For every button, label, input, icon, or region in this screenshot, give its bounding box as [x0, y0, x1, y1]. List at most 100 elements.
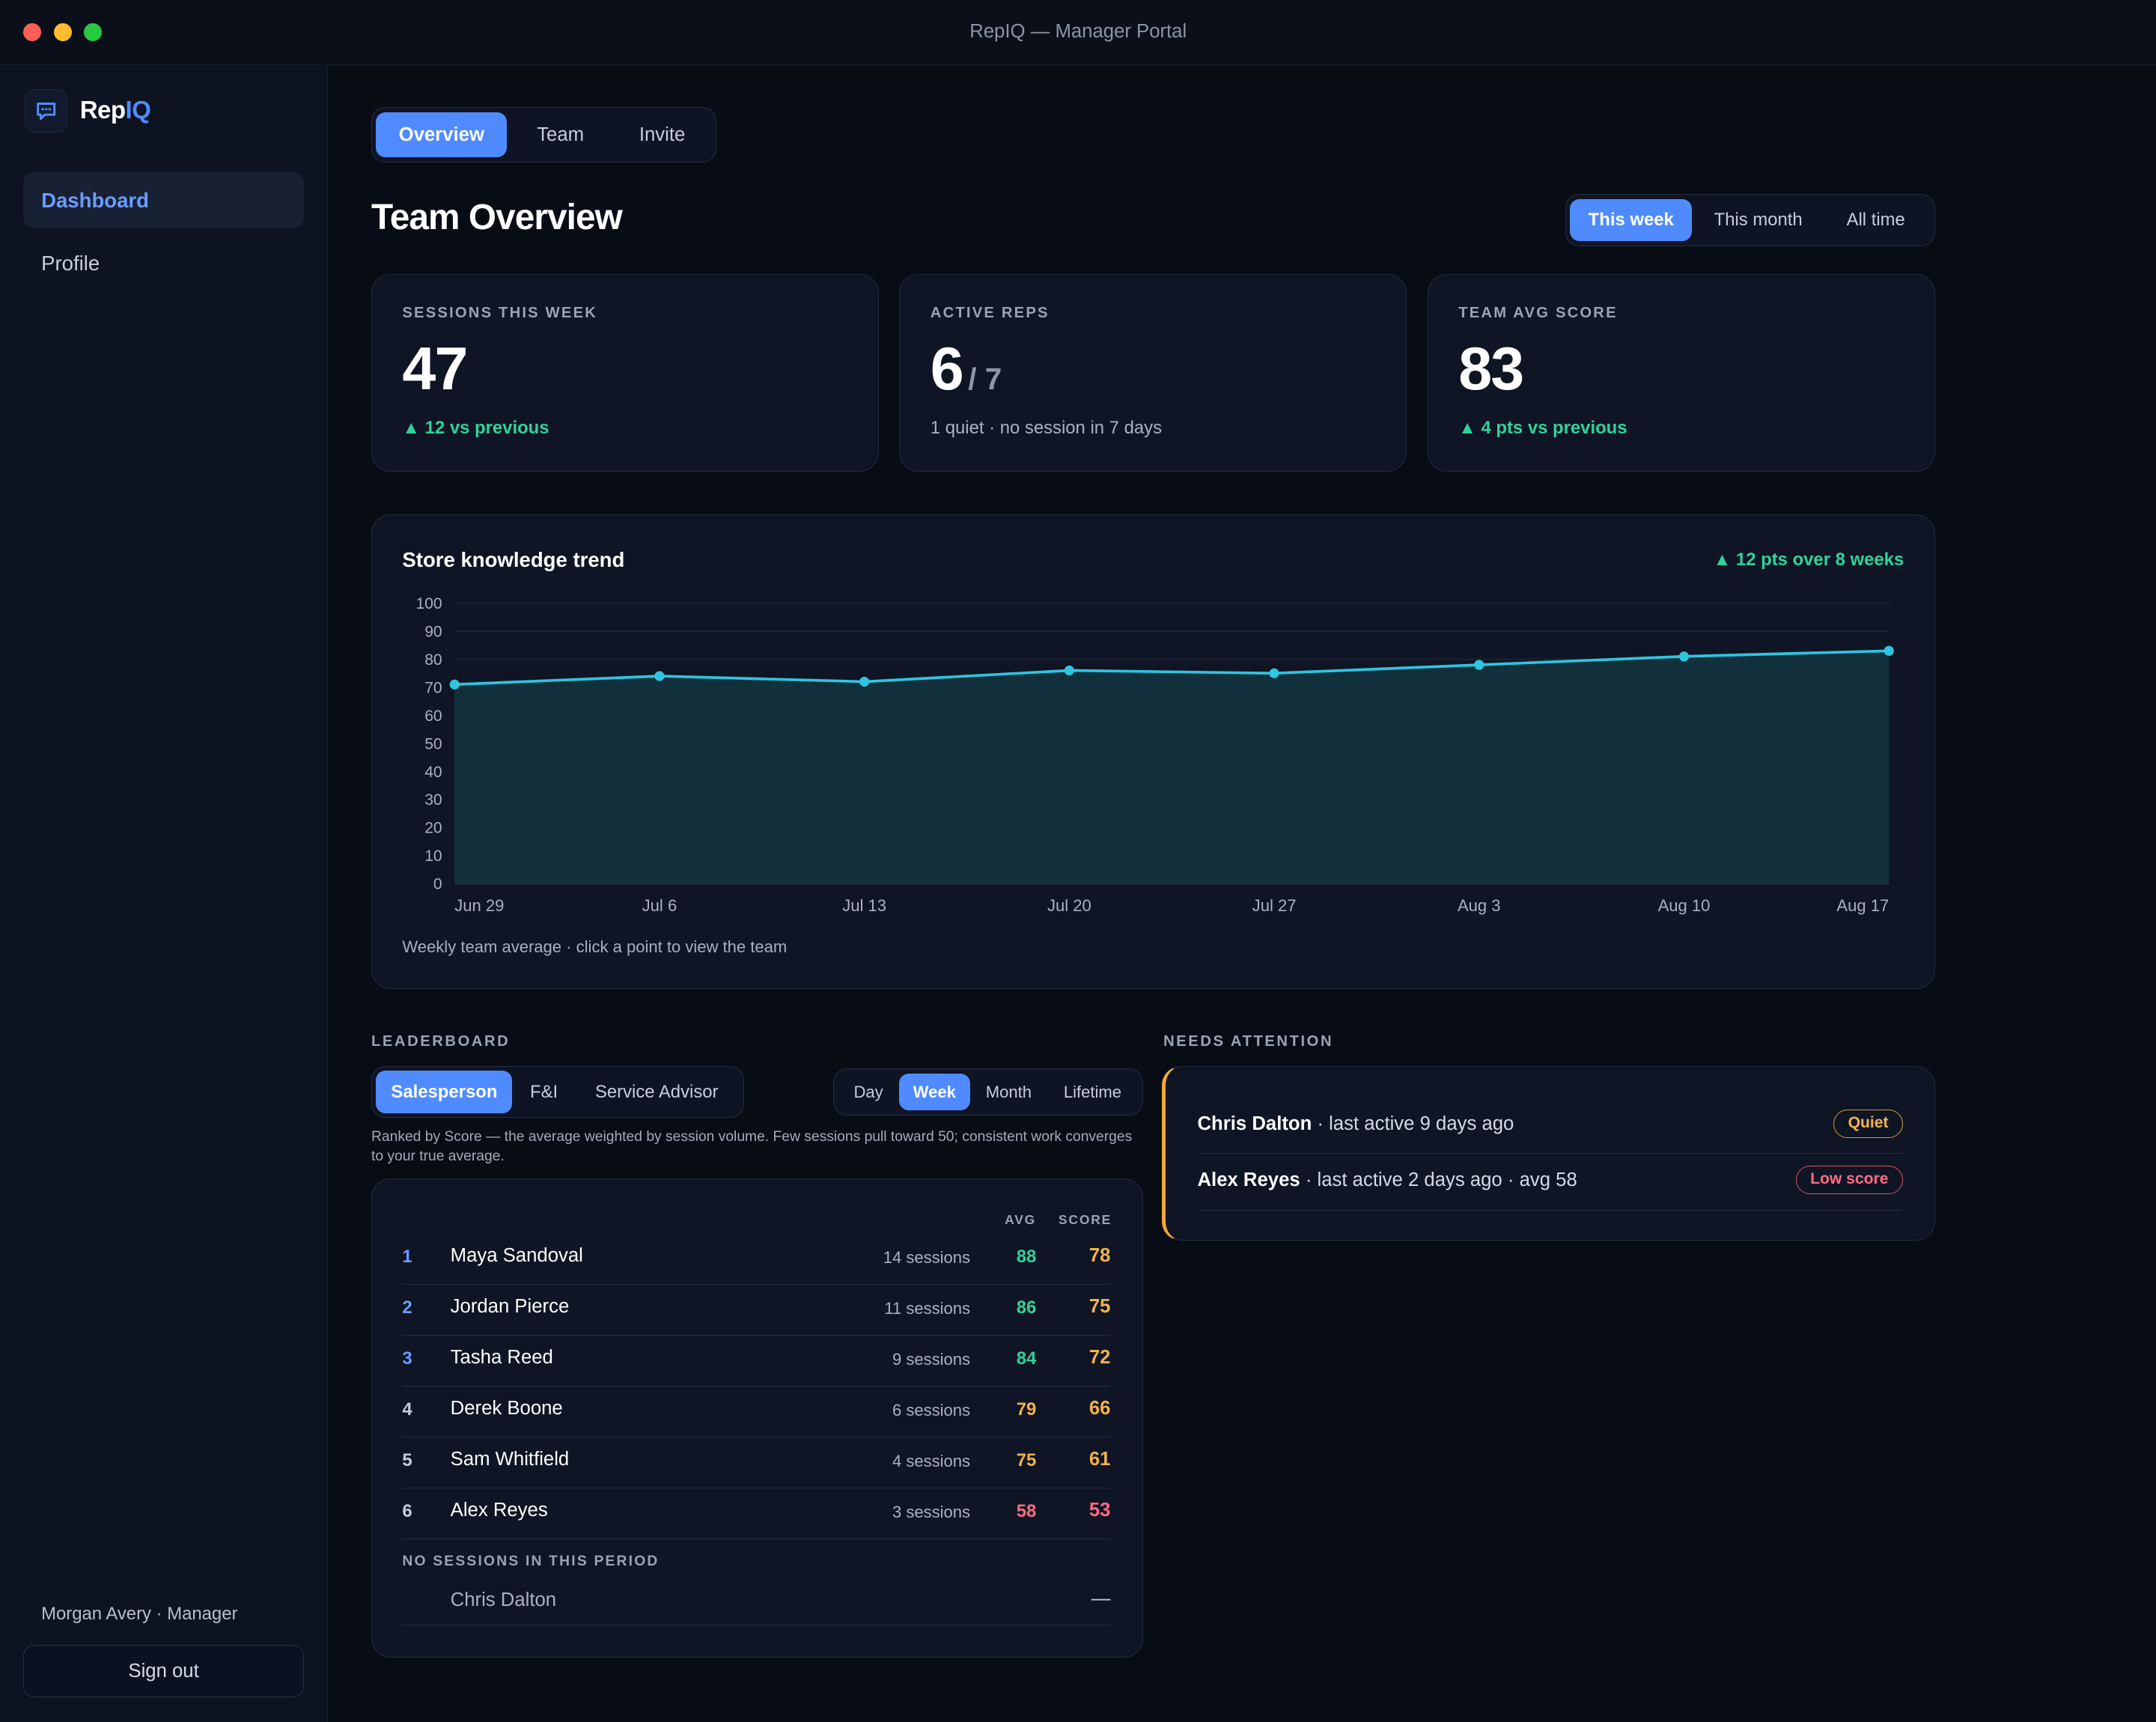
- rank: 6: [402, 1501, 412, 1522]
- session-count: 4 sessions: [892, 1452, 971, 1471]
- stat-card-team-avg: TEAM AVG SCORE 83 ▲ 4 pts vs previous: [1427, 273, 1935, 472]
- rep-name: Tasha Reed: [450, 1347, 553, 1369]
- avg-value: 79: [1016, 1399, 1037, 1420]
- rep-name: Chris Dalton: [450, 1589, 557, 1610]
- table-row[interactable]: 5 Sam Whitfield 4 sessions 75 61: [402, 1437, 1111, 1488]
- needs-attention-label: NEEDS ATTENTION: [1163, 1032, 1334, 1050]
- session-count: 9 sessions: [892, 1350, 971, 1369]
- minimize-window-button[interactable]: [53, 23, 72, 42]
- rep-name: Derek Boone: [450, 1398, 563, 1420]
- x-tick-label: Jun 29: [454, 896, 504, 915]
- attention-text: Alex Reyes · last active 2 days ago · av…: [1197, 1169, 1577, 1191]
- chart-title: Store knowledge trend: [402, 548, 625, 572]
- role-tab-salesperson[interactable]: Salesperson: [376, 1071, 513, 1113]
- stat-label: TEAM AVG SCORE: [1458, 304, 1618, 321]
- range-tab-month[interactable]: Month: [985, 1082, 1032, 1101]
- x-tick-label: Jul 20: [1047, 896, 1091, 915]
- stat-value: 6/ 7: [930, 335, 1002, 404]
- tab-team[interactable]: Team: [537, 124, 585, 145]
- window-titlebar: RepIQ — Manager Portal: [0, 0, 2156, 66]
- avg-value: 86: [1016, 1297, 1037, 1318]
- score-value: 61: [1088, 1449, 1111, 1470]
- data-point[interactable]: [1678, 651, 1690, 662]
- role-tabs: Salesperson F&I Service Advisor: [371, 1065, 744, 1119]
- y-tick-label: 40: [424, 764, 442, 781]
- leaderboard-label: LEADERBOARD: [371, 1032, 511, 1050]
- role-tab-service-advisor[interactable]: Service Advisor: [594, 1081, 719, 1102]
- zoom-window-button[interactable]: [84, 23, 102, 42]
- x-tick-label: Jul 13: [842, 896, 886, 915]
- range-tab-day[interactable]: Day: [853, 1082, 883, 1101]
- data-point[interactable]: [1064, 665, 1074, 676]
- sidebar-item-dashboard[interactable]: Dashboard: [23, 171, 304, 228]
- y-tick-label: 20: [424, 820, 442, 837]
- trend-card: 0 10 20 30 40 50 60 70 80 90 100 Jun 29 Jul 6 Jul 13 J…: [371, 514, 1935, 989]
- chart-trend-delta: ▲ 12 pts over 8 weeks: [1713, 549, 1904, 570]
- score-value: 75: [1088, 1296, 1111, 1318]
- table-row[interactable]: 6 Alex Reyes 3 sessions 58 53: [402, 1488, 1111, 1539]
- period-this-month[interactable]: This month: [1714, 209, 1803, 230]
- sign-out-button[interactable]: Sign out: [23, 1645, 304, 1697]
- score-value: 53: [1088, 1500, 1111, 1521]
- stat-card-active-reps: ACTIVE REPS 6/ 7 1 quiet · no session in…: [899, 273, 1407, 472]
- avg-value: 58: [1016, 1501, 1037, 1522]
- stat-subtext: 1 quiet · no session in 7 days: [930, 417, 1163, 438]
- rank: 5: [402, 1450, 412, 1471]
- data-point[interactable]: [859, 676, 870, 687]
- attention-item[interactable]: Alex Reyes · last active 2 days ago · av…: [1197, 1153, 1903, 1211]
- data-point[interactable]: [1474, 660, 1484, 670]
- x-tick-label: Aug 10: [1658, 896, 1711, 915]
- tab-overview[interactable]: Overview: [376, 112, 507, 158]
- y-tick-label: 30: [424, 791, 442, 809]
- y-tick-label: 90: [424, 623, 442, 640]
- role-tab-fi[interactable]: F&I: [530, 1081, 558, 1102]
- brand-name: RepIQ: [79, 96, 151, 124]
- y-tick-label: 10: [424, 848, 442, 865]
- stat-label: SESSIONS THIS WEEK: [402, 304, 598, 321]
- rep-name: Alex Reyes: [450, 1500, 548, 1521]
- avg-value: 84: [1016, 1348, 1037, 1369]
- window-title: RepIQ — Manager Portal: [969, 20, 1187, 42]
- period-this-week[interactable]: This week: [1570, 198, 1693, 242]
- y-tick-label: 50: [424, 735, 442, 752]
- data-point[interactable]: [449, 679, 460, 690]
- data-point[interactable]: [654, 671, 665, 681]
- session-count: 3 sessions: [892, 1502, 971, 1521]
- rep-name: Sam Whitfield: [450, 1449, 570, 1470]
- range-tab-week[interactable]: Week: [898, 1073, 970, 1111]
- close-window-button[interactable]: [23, 23, 42, 42]
- leaderboard-table: AVG SCORE 1 Maya Sandoval 14 sessions 88 78 2…: [371, 1178, 1143, 1658]
- y-tick-label: 100: [415, 595, 442, 612]
- current-user: Morgan Avery · Manager: [41, 1603, 238, 1624]
- score-placeholder: —: [1091, 1587, 1111, 1609]
- stat-value: 47: [402, 335, 468, 404]
- data-point[interactable]: [1269, 668, 1279, 678]
- trend-chart: 0 10 20 30 40 50 60 70 80 90 100 Jun 29 Jul 6 Jul 13 J…: [415, 595, 1894, 915]
- stat-value-total: / 7: [968, 362, 1002, 397]
- brand[interactable]: RepIQ: [25, 89, 151, 133]
- attention-item[interactable]: Chris Dalton · last active 9 days ago Qu…: [1197, 1097, 1903, 1154]
- rank: 2: [402, 1297, 412, 1318]
- tab-invite[interactable]: Invite: [639, 124, 686, 145]
- sidebar-item-profile[interactable]: Profile: [41, 252, 100, 276]
- table-row[interactable]: 4 Derek Boone 6 sessions 79 66: [402, 1386, 1111, 1437]
- period-filter: This week This month All time: [1565, 194, 1935, 246]
- sidebar: RepIQ Dashboard Profile Morgan Avery · M…: [0, 66, 329, 1722]
- no-sessions-row[interactable]: Chris Dalton —: [402, 1578, 1111, 1626]
- period-all-time[interactable]: All time: [1846, 209, 1905, 230]
- x-tick-label: Aug 17: [1836, 896, 1889, 915]
- table-row[interactable]: 3 Tasha Reed 9 sessions 84 72: [402, 1335, 1111, 1387]
- y-tick-label: 60: [424, 708, 442, 725]
- rep-name: Maya Sandoval: [450, 1245, 583, 1267]
- range-tab-lifetime[interactable]: Lifetime: [1063, 1082, 1121, 1101]
- x-tick-label: Jul 6: [642, 896, 677, 915]
- table-row[interactable]: 1 Maya Sandoval 14 sessions 88 78: [402, 1233, 1111, 1285]
- stat-value: 83: [1458, 335, 1524, 404]
- x-tick-label: Jul 27: [1252, 896, 1297, 915]
- data-point[interactable]: [1884, 645, 1894, 656]
- table-row[interactable]: 2 Jordan Pierce 11 sessions 86 75: [402, 1284, 1111, 1336]
- col-header-score: SCORE: [1058, 1212, 1112, 1228]
- session-count: 14 sessions: [883, 1248, 971, 1268]
- main-tabs: Overview Team Invite: [371, 107, 717, 162]
- score-value: 78: [1088, 1245, 1111, 1267]
